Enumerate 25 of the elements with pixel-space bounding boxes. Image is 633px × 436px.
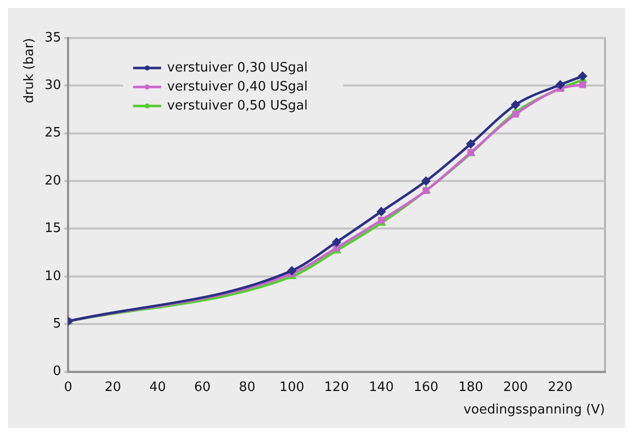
- x-tick-label: 120: [324, 380, 349, 395]
- y-tick-label: 15: [44, 221, 62, 236]
- y-axis-title: druk (bar): [22, 38, 38, 104]
- x-tick-label: 40: [149, 380, 166, 395]
- y-tick-label: 20: [44, 173, 62, 188]
- y-tick-label: 5: [52, 316, 62, 332]
- x-tick-label: 160: [414, 380, 438, 395]
- x-tick-label: 220: [548, 380, 573, 395]
- legend-label: verstuiver 0,40 USgal: [167, 79, 308, 94]
- y-tick-label: 10: [44, 268, 62, 284]
- x-tick-label: 20: [104, 380, 122, 395]
- x-tick-label: 80: [238, 380, 256, 395]
- x-axis-title: voedingsspanning (V): [463, 402, 605, 418]
- y-tick-label: 0: [52, 364, 62, 380]
- y-tick-label: 35: [44, 30, 62, 46]
- x-tick-label: 140: [368, 380, 394, 395]
- x-tick-label: 60: [194, 380, 211, 395]
- legend-label: verstuiver 0,50 USgal: [167, 98, 308, 114]
- x-tick-label: 180: [458, 380, 484, 395]
- y-tick-label: 25: [44, 126, 62, 141]
- x-tick-label: 200: [503, 380, 528, 395]
- x-tick-label: 0: [64, 380, 72, 395]
- y-tick-label: 30: [44, 78, 62, 94]
- x-tick-label: 100: [279, 380, 304, 395]
- legend-label: verstuiver 0,30 USgal: [167, 60, 308, 76]
